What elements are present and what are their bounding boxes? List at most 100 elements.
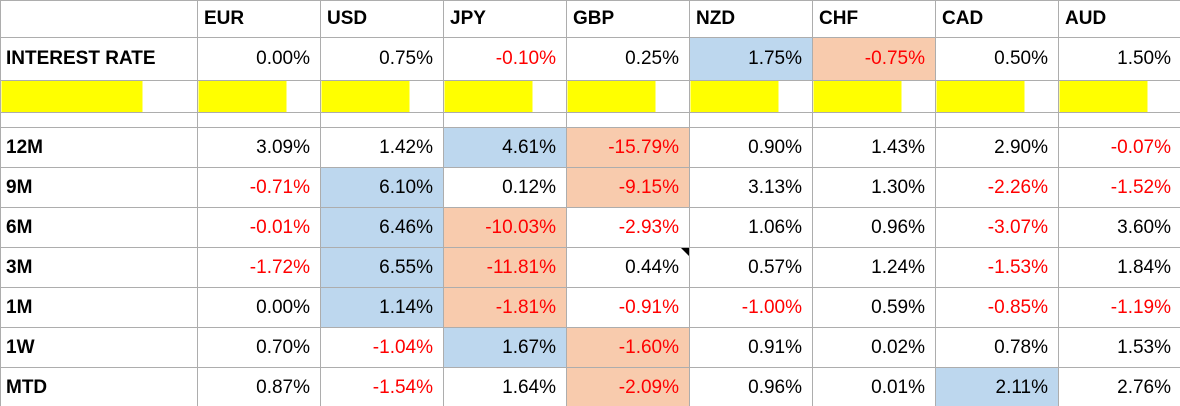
cell-mtd-nzd[interactable]: 0.96% bbox=[689, 367, 813, 406]
cell-1m-eur[interactable]: 0.00% bbox=[197, 287, 321, 328]
row-label-1w[interactable]: 1W bbox=[0, 327, 198, 368]
cell-1m-cad[interactable]: -0.85% bbox=[935, 287, 1059, 328]
cell-yellow-1-jpy[interactable] bbox=[443, 80, 567, 113]
cell-1w-eur[interactable]: 0.70% bbox=[197, 327, 321, 368]
row-label-yellow-1[interactable] bbox=[0, 80, 198, 113]
cell-12m-cad[interactable]: 2.90% bbox=[935, 127, 1059, 168]
col-header-eur[interactable]: EUR bbox=[197, 0, 321, 38]
table-row-yellow-1 bbox=[0, 80, 1180, 113]
row-label-9m[interactable]: 9M bbox=[0, 167, 198, 208]
cell-mtd-jpy[interactable]: 1.64% bbox=[443, 367, 567, 406]
row-label-gap-2[interactable] bbox=[0, 112, 198, 128]
cell-mtd-eur[interactable]: 0.87% bbox=[197, 367, 321, 406]
cell-gap-2-jpy[interactable] bbox=[443, 112, 567, 128]
cell-6m-eur[interactable]: -0.01% bbox=[197, 207, 321, 248]
cell-interest-rate-jpy[interactable]: -0.10% bbox=[443, 37, 567, 81]
cell-1w-usd[interactable]: -1.04% bbox=[320, 327, 444, 368]
col-header-chf[interactable]: CHF bbox=[812, 0, 936, 38]
cell-3m-cad[interactable]: -1.53% bbox=[935, 247, 1059, 288]
cell-gap-2-usd[interactable] bbox=[320, 112, 444, 128]
cell-3m-gbp[interactable]: 0.44% bbox=[566, 247, 690, 288]
cell-yellow-1-usd[interactable] bbox=[320, 80, 444, 113]
cell-12m-jpy[interactable]: 4.61% bbox=[443, 127, 567, 168]
row-label-6m[interactable]: 6M bbox=[0, 207, 198, 248]
cell-gap-2-nzd[interactable] bbox=[689, 112, 813, 128]
cell-1m-nzd[interactable]: -1.00% bbox=[689, 287, 813, 328]
col-header-gbp[interactable]: GBP bbox=[566, 0, 690, 38]
cell-9m-nzd[interactable]: 3.13% bbox=[689, 167, 813, 208]
cell-mtd-usd[interactable]: -1.54% bbox=[320, 367, 444, 406]
cell-1m-jpy[interactable]: -1.81% bbox=[443, 287, 567, 328]
cell-yellow-1-aud[interactable] bbox=[1058, 80, 1180, 113]
row-label-12m[interactable]: 12M bbox=[0, 127, 198, 168]
cell-1m-gbp[interactable]: -0.91% bbox=[566, 287, 690, 328]
cell-6m-chf[interactable]: 0.96% bbox=[812, 207, 936, 248]
cell-mtd-chf[interactable]: 0.01% bbox=[812, 367, 936, 406]
cell-gap-2-chf[interactable] bbox=[812, 112, 936, 128]
cell-yellow-1-cad[interactable] bbox=[935, 80, 1059, 113]
cell-1w-jpy[interactable]: 1.67% bbox=[443, 327, 567, 368]
cell-6m-cad[interactable]: -3.07% bbox=[935, 207, 1059, 248]
cell-gap-2-gbp[interactable] bbox=[566, 112, 690, 128]
cell-1m-aud[interactable]: -1.19% bbox=[1058, 287, 1180, 328]
cell-yellow-1-gbp[interactable] bbox=[566, 80, 690, 113]
cell-9m-eur[interactable]: -0.71% bbox=[197, 167, 321, 208]
row-label-3m[interactable]: 3M bbox=[0, 247, 198, 288]
cell-interest-rate-eur[interactable]: 0.00% bbox=[197, 37, 321, 81]
cell-mtd-aud[interactable]: 2.76% bbox=[1058, 367, 1180, 406]
cell-gap-2-aud[interactable] bbox=[1058, 112, 1180, 128]
cell-1w-gbp[interactable]: -1.60% bbox=[566, 327, 690, 368]
cell-interest-rate-gbp[interactable]: 0.25% bbox=[566, 37, 690, 81]
cell-12m-chf[interactable]: 1.43% bbox=[812, 127, 936, 168]
col-header-usd[interactable]: USD bbox=[320, 0, 444, 38]
cell-1w-cad[interactable]: 0.78% bbox=[935, 327, 1059, 368]
cell-9m-cad[interactable]: -2.26% bbox=[935, 167, 1059, 208]
cell-12m-usd[interactable]: 1.42% bbox=[320, 127, 444, 168]
cell-12m-aud[interactable]: -0.07% bbox=[1058, 127, 1180, 168]
col-header-jpy[interactable]: JPY bbox=[443, 0, 567, 38]
cell-3m-usd[interactable]: 6.55% bbox=[320, 247, 444, 288]
cell-6m-jpy[interactable]: -10.03% bbox=[443, 207, 567, 248]
cell-1m-chf[interactable]: 0.59% bbox=[812, 287, 936, 328]
cell-9m-jpy[interactable]: 0.12% bbox=[443, 167, 567, 208]
cell-3m-chf[interactable]: 1.24% bbox=[812, 247, 936, 288]
cell-1w-chf[interactable]: 0.02% bbox=[812, 327, 936, 368]
cell-interest-rate-chf[interactable]: -0.75% bbox=[812, 37, 936, 81]
col-header-aud[interactable]: AUD bbox=[1058, 0, 1180, 38]
cell-interest-rate-nzd[interactable]: 1.75% bbox=[689, 37, 813, 81]
col-header-cad[interactable]: CAD bbox=[935, 0, 1059, 38]
cell-yellow-1-nzd[interactable] bbox=[689, 80, 813, 113]
cell-gap-2-cad[interactable] bbox=[935, 112, 1059, 128]
cell-12m-eur[interactable]: 3.09% bbox=[197, 127, 321, 168]
cell-1w-aud[interactable]: 1.53% bbox=[1058, 327, 1180, 368]
corner-cell[interactable] bbox=[0, 0, 198, 38]
cell-9m-usd[interactable]: 6.10% bbox=[320, 167, 444, 208]
cell-mtd-gbp[interactable]: -2.09% bbox=[566, 367, 690, 406]
row-label-1m[interactable]: 1M bbox=[0, 287, 198, 328]
cell-6m-aud[interactable]: 3.60% bbox=[1058, 207, 1180, 248]
cell-12m-gbp[interactable]: -15.79% bbox=[566, 127, 690, 168]
cell-3m-jpy[interactable]: -11.81% bbox=[443, 247, 567, 288]
cell-interest-rate-usd[interactable]: 0.75% bbox=[320, 37, 444, 81]
cell-9m-aud[interactable]: -1.52% bbox=[1058, 167, 1180, 208]
cell-1w-nzd[interactable]: 0.91% bbox=[689, 327, 813, 368]
cell-mtd-cad[interactable]: 2.11% bbox=[935, 367, 1059, 406]
cell-yellow-1-eur[interactable] bbox=[197, 80, 321, 113]
row-label-interest-rate[interactable]: INTEREST RATE bbox=[0, 37, 198, 81]
cell-6m-gbp[interactable]: -2.93% bbox=[566, 207, 690, 248]
cell-3m-eur[interactable]: -1.72% bbox=[197, 247, 321, 288]
cell-1m-usd[interactable]: 1.14% bbox=[320, 287, 444, 328]
cell-12m-nzd[interactable]: 0.90% bbox=[689, 127, 813, 168]
cell-6m-nzd[interactable]: 1.06% bbox=[689, 207, 813, 248]
cell-6m-usd[interactable]: 6.46% bbox=[320, 207, 444, 248]
cell-interest-rate-cad[interactable]: 0.50% bbox=[935, 37, 1059, 81]
col-header-nzd[interactable]: NZD bbox=[689, 0, 813, 38]
cell-yellow-1-chf[interactable] bbox=[812, 80, 936, 113]
cell-9m-gbp[interactable]: -9.15% bbox=[566, 167, 690, 208]
cell-interest-rate-aud[interactable]: 1.50% bbox=[1058, 37, 1180, 81]
cell-9m-chf[interactable]: 1.30% bbox=[812, 167, 936, 208]
cell-3m-nzd[interactable]: 0.57% bbox=[689, 247, 813, 288]
cell-gap-2-eur[interactable] bbox=[197, 112, 321, 128]
cell-3m-aud[interactable]: 1.84% bbox=[1058, 247, 1180, 288]
row-label-mtd[interactable]: MTD bbox=[0, 367, 198, 406]
